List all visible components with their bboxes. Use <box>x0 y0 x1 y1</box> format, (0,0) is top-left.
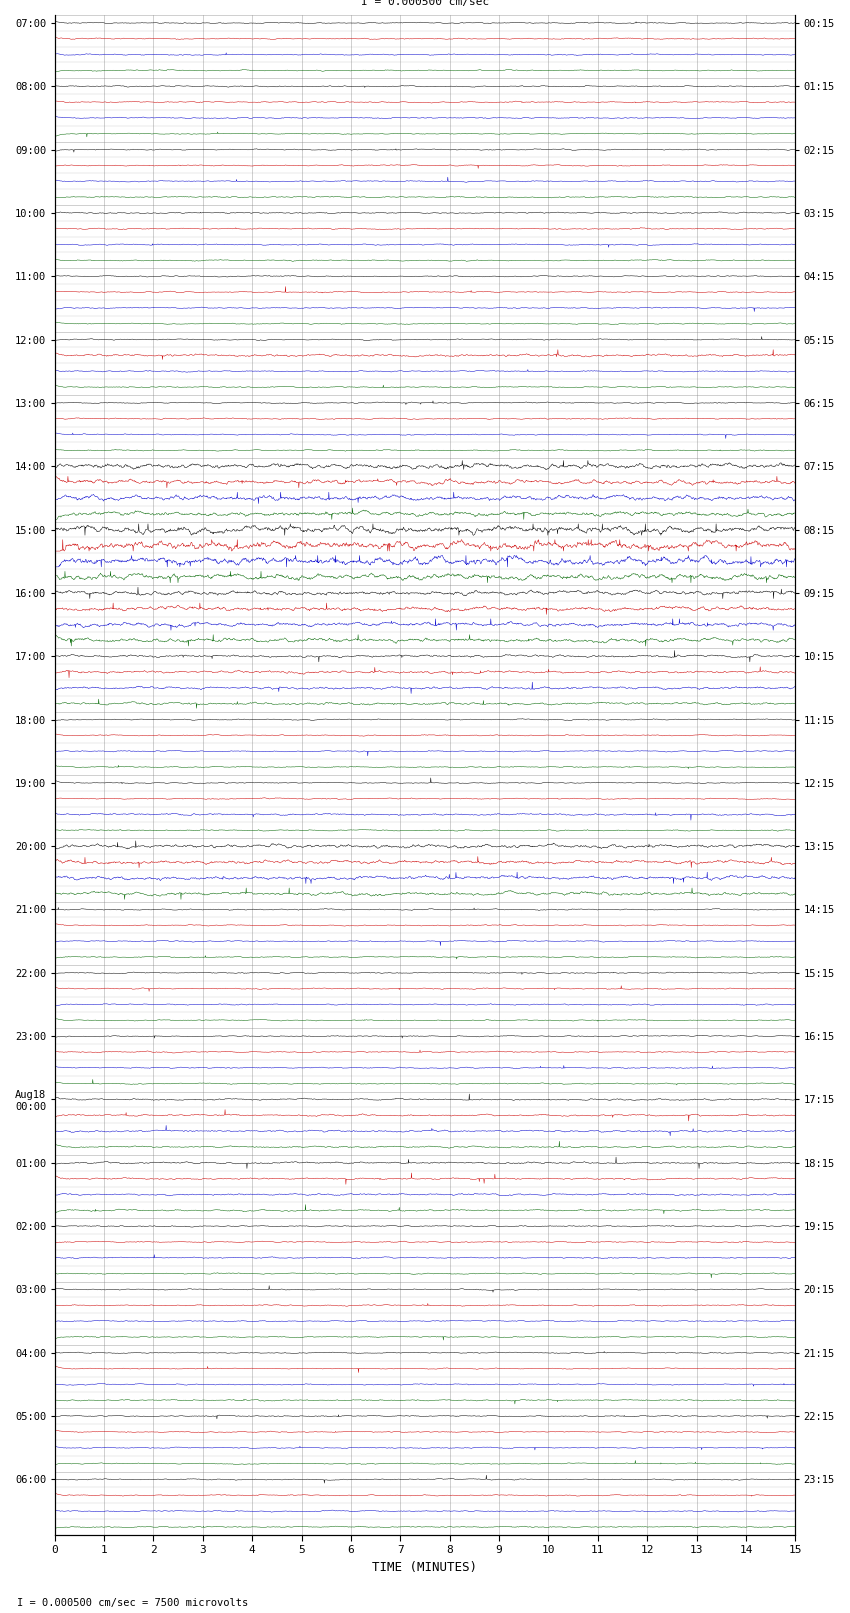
X-axis label: TIME (MINUTES): TIME (MINUTES) <box>372 1561 478 1574</box>
Text: I = 0.000500 cm/sec: I = 0.000500 cm/sec <box>361 0 489 8</box>
Text: I = 0.000500 cm/sec = 7500 microvolts: I = 0.000500 cm/sec = 7500 microvolts <box>17 1598 248 1608</box>
